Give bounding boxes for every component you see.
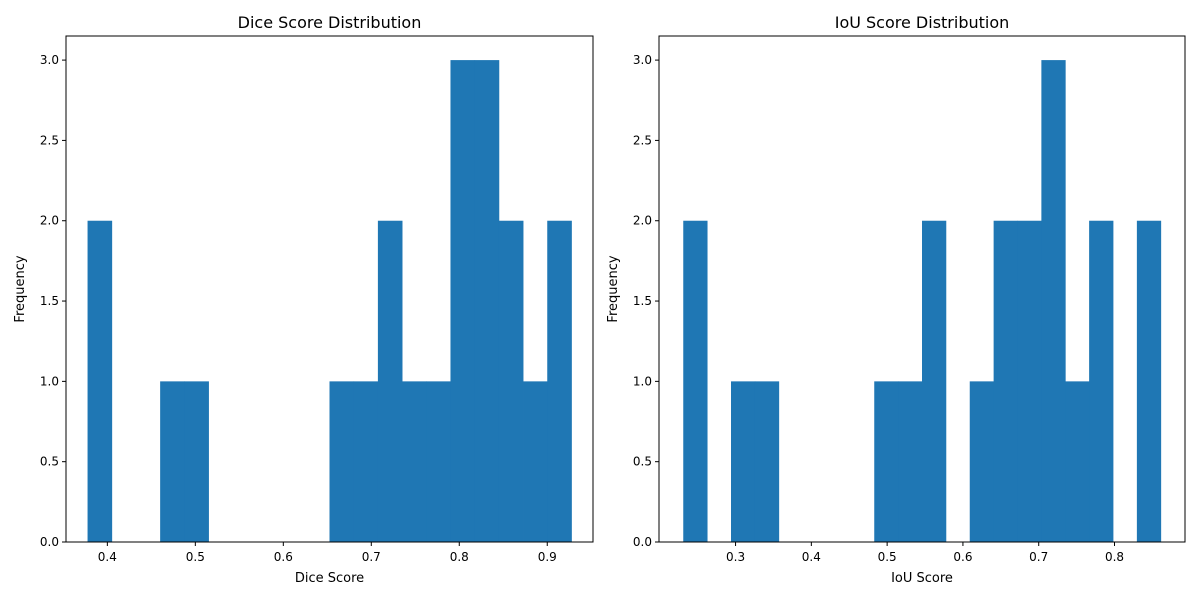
- y-tick-label: 2.0: [633, 214, 652, 228]
- histogram-bar: [547, 220, 572, 542]
- y-tick-label: 3.0: [40, 53, 59, 67]
- histogram-bar: [1065, 381, 1090, 542]
- y-tick-label: 0.5: [633, 455, 652, 469]
- x-tick-label: 0.5: [186, 550, 205, 564]
- plot-frame: [658, 35, 1186, 543]
- histogram-bar: [874, 381, 899, 542]
- y-tick-label: 1.0: [633, 374, 652, 388]
- histogram-bar: [969, 381, 995, 542]
- x-tick-label: 0.3: [726, 550, 745, 564]
- histogram-bar: [1136, 220, 1162, 542]
- chart-title: IoU Score Distribution: [835, 13, 1010, 32]
- histogram-bar: [922, 220, 947, 542]
- histogram-bar: [1089, 220, 1114, 542]
- y-tick-label: 1.5: [633, 294, 652, 308]
- histogram-bar: [498, 220, 524, 542]
- y-tick-label: 2.0: [40, 214, 59, 228]
- histogram-bar: [523, 381, 548, 542]
- chart-title: Dice Score Distribution: [238, 13, 422, 32]
- x-axis-label: IoU Score: [891, 571, 953, 586]
- x-tick-label: 0.7: [1029, 550, 1048, 564]
- x-tick-label: 0.9: [538, 550, 557, 564]
- histogram-bar: [87, 220, 113, 542]
- x-axis-label: Dice Score: [295, 571, 364, 586]
- histogram-bar: [377, 220, 403, 542]
- y-tick-label: 2.5: [40, 133, 59, 147]
- y-tick-label: 0.5: [40, 455, 59, 469]
- y-tick-label: 1.5: [40, 294, 59, 308]
- histogram-bar: [993, 220, 1018, 542]
- histogram-bar: [754, 381, 780, 542]
- y-axis-label: Frequency: [606, 255, 621, 322]
- chart-panel-1: 0.4 0.5 0.6 0.7 0.8 0.9 0.0 0.5 1.0 1.5 2.0 2.5 3.0 D…: [13, 13, 594, 586]
- chart-panel-2: 0.3 0.4 0.5 0.6 0.7 0.8 0.0 0.5 1.0 1.5 2.0 2.5 3.0 I…: [606, 13, 1186, 586]
- x-tick-label: 0.8: [1105, 550, 1124, 564]
- x-tick-label: 0.8: [450, 550, 469, 564]
- x-tick-label: 0.6: [953, 550, 972, 564]
- x-tick-label: 0.5: [878, 550, 897, 564]
- x-tick-label: 0.7: [362, 550, 381, 564]
- y-tick-label: 0.0: [40, 535, 59, 549]
- histogram-bar: [329, 381, 355, 542]
- y-tick-label: 2.5: [633, 133, 652, 147]
- histogram-bar: [1041, 60, 1066, 542]
- histogram-bar: [1017, 220, 1042, 542]
- histogram-bar: [731, 381, 756, 542]
- histogram-bar: [353, 381, 379, 542]
- y-axis-label: Frequency: [13, 255, 28, 322]
- histogram-bar: [426, 381, 451, 542]
- y-tick-label: 1.0: [40, 374, 59, 388]
- histogram-bar: [450, 60, 476, 542]
- histogram-bar: [184, 381, 209, 542]
- y-tick-label: 3.0: [633, 53, 652, 67]
- x-tick-label: 0.4: [802, 550, 821, 564]
- histogram-bar: [160, 381, 185, 542]
- histogram-bar: [898, 381, 923, 542]
- plot-frame: [65, 35, 594, 543]
- y-tick-label: 0.0: [633, 535, 652, 549]
- histogram-bar: [474, 60, 500, 542]
- x-tick-label: 0.4: [98, 550, 117, 564]
- histogram-bar: [402, 381, 427, 542]
- histogram-bar: [683, 220, 708, 542]
- x-tick-label: 0.6: [274, 550, 293, 564]
